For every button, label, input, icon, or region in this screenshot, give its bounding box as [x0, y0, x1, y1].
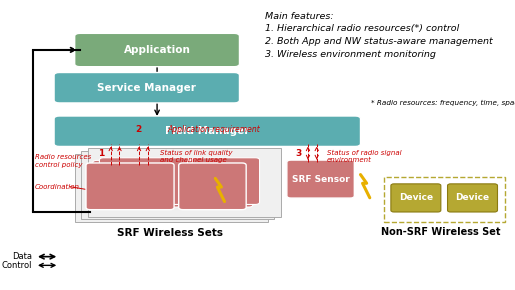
Text: Device: Device — [399, 193, 433, 202]
Text: Data: Data — [12, 252, 32, 261]
Bar — [88, 148, 281, 217]
FancyBboxPatch shape — [99, 158, 187, 204]
FancyBboxPatch shape — [185, 160, 253, 207]
Text: Application requirement: Application requirement — [167, 124, 260, 134]
Bar — [81, 151, 274, 219]
FancyBboxPatch shape — [54, 116, 360, 146]
Text: Device: Device — [194, 181, 231, 191]
FancyBboxPatch shape — [86, 163, 174, 210]
Text: SRF Wireless Sets: SRF Wireless Sets — [117, 229, 223, 238]
Text: 3: 3 — [296, 149, 302, 158]
Text: * Radio resources: frequency, time, space: * Radio resources: frequency, time, spac… — [371, 100, 515, 106]
Text: Main features:
1. Hierarchical radio resources(*) control
2. Both App and NW sta: Main features: 1. Hierarchical radio res… — [265, 12, 493, 59]
Text: SRF Sensor: SRF Sensor — [291, 175, 350, 184]
Text: Field Manager: Field Manager — [165, 126, 249, 136]
Text: Coordination: Coordination — [35, 184, 80, 190]
Bar — [75, 154, 268, 222]
Text: Control: Control — [2, 261, 32, 270]
Text: 2: 2 — [135, 124, 141, 134]
Bar — [384, 177, 505, 222]
Text: Non-SRF Wireless Set: Non-SRF Wireless Set — [381, 227, 500, 237]
Text: Device: Device — [455, 193, 490, 202]
Text: Application: Application — [124, 45, 191, 55]
Text: Radio resources
control policy: Radio resources control policy — [35, 154, 91, 168]
FancyBboxPatch shape — [54, 72, 239, 103]
Text: Status of radio signal
environment: Status of radio signal environment — [327, 150, 402, 163]
FancyBboxPatch shape — [448, 184, 497, 212]
Text: Status of link quality
and channel usage: Status of link quality and channel usage — [160, 150, 232, 163]
FancyBboxPatch shape — [75, 33, 239, 67]
FancyBboxPatch shape — [287, 160, 354, 198]
FancyBboxPatch shape — [192, 158, 260, 204]
Text: Service Manager: Service Manager — [97, 83, 196, 93]
FancyBboxPatch shape — [391, 184, 441, 212]
Text: 1: 1 — [98, 149, 105, 158]
Text: Gateway/AP: Gateway/AP — [97, 181, 163, 191]
FancyBboxPatch shape — [93, 160, 181, 207]
FancyBboxPatch shape — [179, 163, 246, 210]
